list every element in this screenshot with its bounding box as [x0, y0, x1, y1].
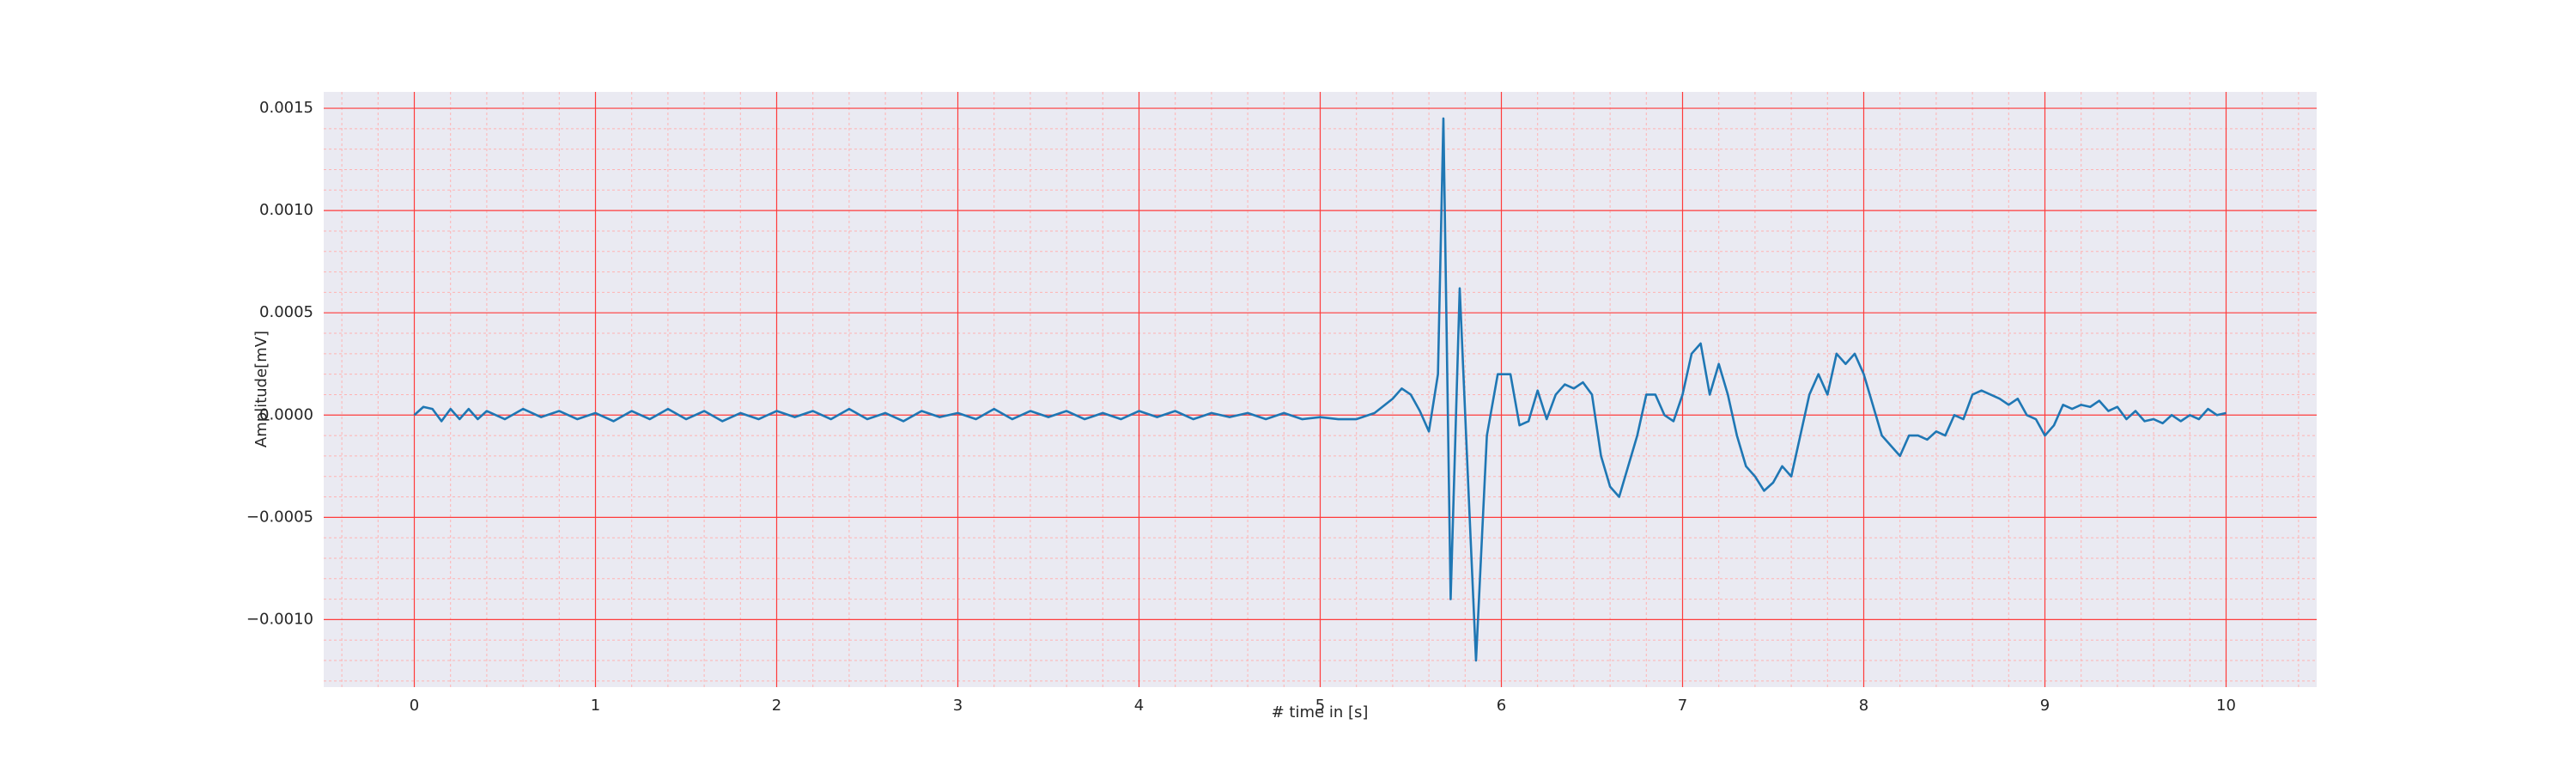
- y-axis-label: Amplitude[mV]: [252, 331, 270, 447]
- x-tick-label: 0: [410, 697, 419, 715]
- x-tick-label: 6: [1497, 697, 1506, 715]
- y-tick-label: −0.0010: [246, 610, 313, 628]
- y-tick-label: 0.0010: [259, 201, 313, 219]
- x-tick-label: 2: [772, 697, 781, 715]
- signal-line: [413, 117, 2227, 662]
- x-tick-label: 1: [591, 697, 600, 715]
- x-axis-label: # time in [s]: [1272, 703, 1369, 721]
- x-tick-label: 3: [953, 697, 963, 715]
- x-tick-label: 5: [1315, 697, 1325, 715]
- x-tick-label: 4: [1134, 697, 1144, 715]
- x-tick-label: 7: [1678, 697, 1687, 715]
- grid: [324, 92, 2317, 687]
- x-tick-label: 8: [1859, 697, 1868, 715]
- y-tick-label: −0.0005: [246, 508, 313, 526]
- y-tick-label: 0.0015: [259, 99, 313, 117]
- x-tick-label: 9: [2040, 697, 2050, 715]
- y-tick-label: 0.0005: [259, 303, 313, 321]
- x-tick-label: 10: [2216, 697, 2236, 715]
- y-tick-label: 0.0000: [259, 405, 313, 423]
